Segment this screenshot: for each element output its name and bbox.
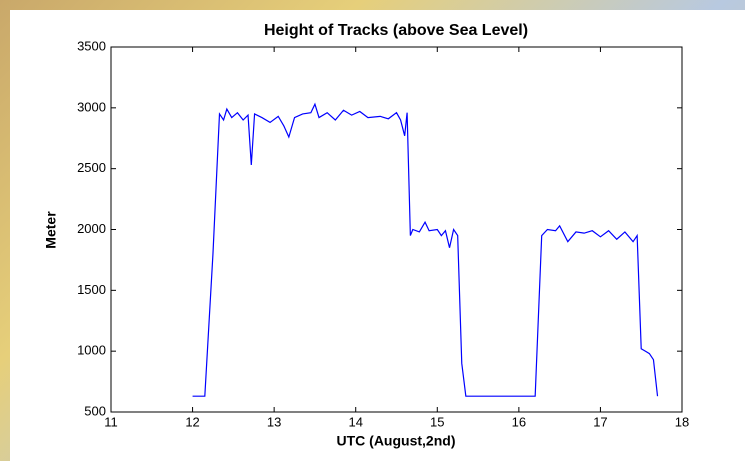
x-tick-label: 13 xyxy=(267,414,281,429)
y-tick-label: 1000 xyxy=(77,343,106,358)
x-axis-label: UTC (August,2nd) xyxy=(337,433,456,449)
y-tick-label: 3000 xyxy=(77,99,106,114)
x-tick-label: 15 xyxy=(430,414,444,429)
page: Height of Tracks (above Sea Level) UTC (… xyxy=(0,0,745,461)
y-tick-label: 3500 xyxy=(77,38,106,53)
x-tick-label: 18 xyxy=(675,414,689,429)
x-tick-label: 14 xyxy=(348,414,362,429)
x-tick-label: 17 xyxy=(593,414,607,429)
y-tick-label: 2000 xyxy=(77,221,106,236)
y-tick-label: 500 xyxy=(84,403,106,418)
chart-title: Height of Tracks (above Sea Level) xyxy=(264,22,528,39)
x-tick-label: 16 xyxy=(512,414,526,429)
x-tick-label: 12 xyxy=(185,414,199,429)
data-line xyxy=(193,104,658,396)
y-tick-label: 1500 xyxy=(77,282,106,297)
y-axis-label: Meter xyxy=(43,211,59,249)
x-tick-label: 11 xyxy=(104,414,118,429)
chart: Height of Tracks (above Sea Level) UTC (… xyxy=(0,0,745,461)
y-tick-label: 2500 xyxy=(77,160,106,175)
plot-frame xyxy=(111,47,682,412)
